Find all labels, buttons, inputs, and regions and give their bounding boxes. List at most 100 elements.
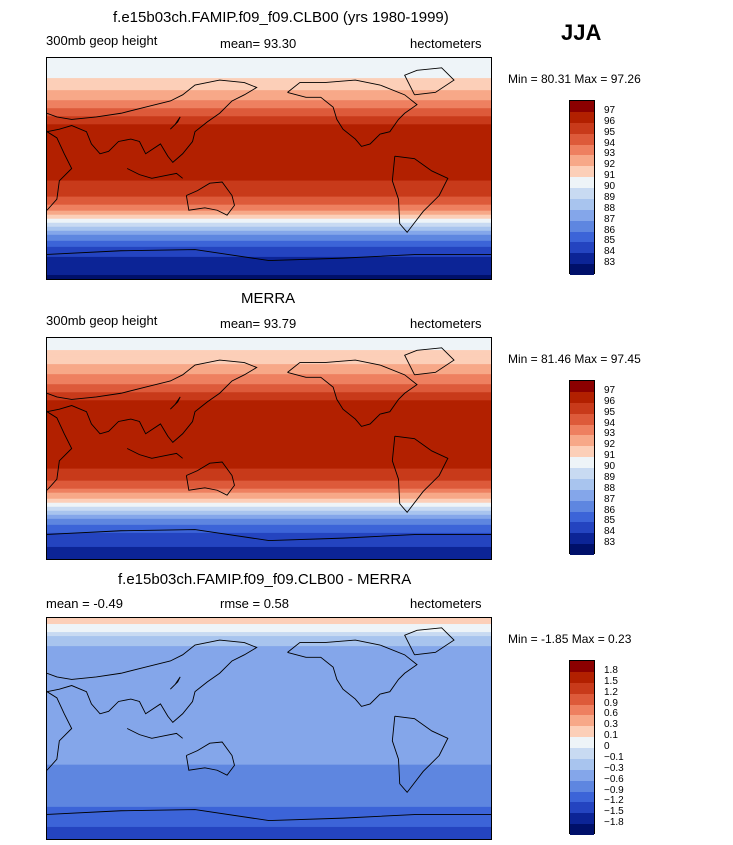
map-band <box>47 138 491 141</box>
map-band <box>47 658 491 661</box>
map-band <box>47 220 491 224</box>
colorbar-swatch <box>570 704 594 716</box>
colorbar-tick-label: 93 <box>604 428 616 440</box>
map-band <box>47 176 491 180</box>
map-band <box>47 430 491 434</box>
map-band <box>47 416 491 419</box>
map-band <box>47 204 491 208</box>
map-band <box>47 670 491 673</box>
map-band <box>47 122 491 125</box>
map-band <box>47 722 491 726</box>
colorbar-tick-label: 85 <box>604 235 616 247</box>
map-band <box>47 92 491 95</box>
colorbar-swatch <box>570 769 594 781</box>
map-band <box>47 532 491 536</box>
map-band <box>47 126 491 129</box>
map-band <box>47 816 491 820</box>
colorbar-swatch <box>570 111 594 123</box>
map-band <box>47 686 491 689</box>
map-band <box>47 634 491 637</box>
map-band <box>47 728 491 732</box>
map-band <box>47 720 491 724</box>
coastline <box>47 131 73 211</box>
map-band <box>47 434 491 438</box>
map-band <box>47 512 491 516</box>
map-band <box>47 70 491 73</box>
map-band <box>47 432 491 436</box>
colorbar-tick-label: 0.1 <box>604 730 618 742</box>
map-band <box>47 662 491 665</box>
colorbar-tick-label: −0.3 <box>604 762 624 774</box>
map-band <box>47 404 491 407</box>
map-band <box>47 638 491 641</box>
map-band <box>47 506 491 510</box>
coastline <box>126 448 183 459</box>
map-band <box>47 406 491 409</box>
coastline <box>391 715 449 794</box>
map-band <box>47 770 491 774</box>
colorbar-tick-label: 95 <box>604 126 616 138</box>
map-band <box>47 272 491 276</box>
colorbar-tick-label: 0 <box>604 741 610 752</box>
map-band <box>47 150 491 154</box>
map-band <box>47 712 491 716</box>
map-band <box>47 252 491 256</box>
coastline <box>170 116 181 130</box>
map-band <box>47 648 491 651</box>
panel1-colorbar <box>569 100 595 275</box>
map-band <box>47 796 491 800</box>
coastline <box>47 691 73 771</box>
map-band <box>47 494 491 498</box>
map-band <box>47 740 491 744</box>
map-band <box>47 200 491 204</box>
map-band <box>47 184 491 188</box>
map-band <box>47 772 491 776</box>
colorbar-swatch <box>570 791 594 803</box>
map-band <box>47 424 491 427</box>
colorbar-swatch <box>570 446 594 458</box>
map-band <box>47 100 491 103</box>
map-band <box>47 814 491 818</box>
panel3-map-svg <box>47 618 491 839</box>
season-label: JJA <box>561 20 602 45</box>
map-band <box>47 398 491 401</box>
panel2-center-label: mean= 93.79 <box>220 316 297 331</box>
map-band <box>47 660 491 663</box>
map-band <box>47 374 491 377</box>
map-band <box>47 76 491 79</box>
colorbar-tick-label: 92 <box>604 159 616 171</box>
map-band <box>47 140 491 143</box>
map-band <box>47 682 491 685</box>
map-band <box>47 656 491 659</box>
map-band <box>47 168 491 172</box>
map-band <box>47 488 491 492</box>
map-band <box>47 824 491 828</box>
panel1-map <box>46 57 492 280</box>
coastline <box>287 359 418 427</box>
coastline <box>391 435 449 514</box>
colorbar-tick-label: 1.5 <box>604 675 618 687</box>
map-band <box>47 178 491 182</box>
map-band <box>47 96 491 99</box>
map-band <box>47 476 491 480</box>
map-band <box>47 144 491 147</box>
map-band <box>47 646 491 649</box>
panel2-colorbar <box>569 380 595 555</box>
map-band <box>47 806 491 810</box>
map-band <box>47 778 491 782</box>
map-band <box>47 114 491 117</box>
map-band <box>47 440 491 444</box>
map-band <box>47 372 491 375</box>
map-band <box>47 94 491 97</box>
map-band <box>47 624 491 627</box>
map-band <box>47 274 491 278</box>
map-band <box>47 734 491 738</box>
map-band <box>47 90 491 93</box>
colorbar-tick-label: 86 <box>604 224 616 236</box>
map-band <box>47 692 491 695</box>
colorbar-tick-label: 91 <box>604 170 616 182</box>
colorbar-tick-label: −1.2 <box>604 795 624 807</box>
map-band <box>47 760 491 764</box>
panel2-left-label: 300mb geop height <box>46 313 158 328</box>
coastline <box>287 639 418 707</box>
